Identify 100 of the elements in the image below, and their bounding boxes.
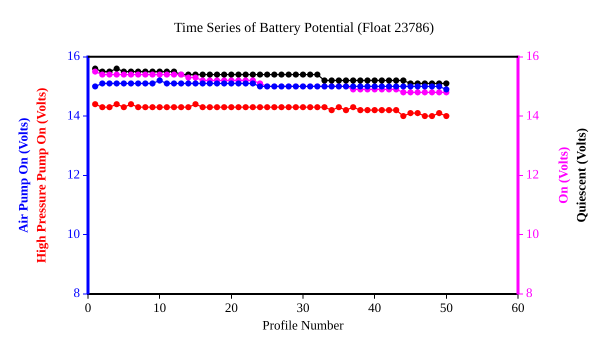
point (170, 71, 178, 78)
y-tick-label: 12 (67, 166, 80, 182)
point (206, 104, 213, 110)
point (422, 89, 428, 96)
text: On (Volts) (555, 146, 570, 204)
chart-title: Time Series of Battery Potential (Float 23786) (174, 21, 434, 36)
point (350, 104, 356, 110)
point (106, 104, 113, 110)
point (393, 77, 400, 84)
point (286, 71, 292, 78)
point (221, 80, 228, 87)
point (378, 107, 385, 114)
point (149, 104, 156, 110)
point (242, 71, 249, 78)
point (386, 77, 392, 84)
point (386, 107, 392, 114)
point (357, 83, 364, 90)
point (400, 77, 406, 84)
point (336, 77, 342, 84)
point (328, 77, 335, 84)
point (443, 86, 450, 92)
point (443, 112, 450, 120)
point (307, 104, 314, 110)
point (142, 104, 148, 110)
point (135, 80, 142, 87)
point (192, 80, 199, 87)
point (92, 83, 98, 90)
point (256, 104, 264, 110)
point (106, 80, 113, 87)
point (300, 71, 306, 78)
point (271, 104, 278, 110)
y-tick-label: 16 (67, 48, 80, 64)
point (200, 80, 206, 87)
point (250, 104, 256, 110)
point (120, 71, 127, 78)
point (114, 66, 120, 72)
point (407, 89, 414, 96)
y-tick-label: 8 (74, 285, 80, 300)
point (292, 71, 299, 78)
point (128, 101, 134, 108)
point (342, 107, 350, 114)
point (235, 80, 242, 87)
x-tick-label: 0 (84, 300, 92, 316)
point (357, 107, 364, 114)
point (357, 77, 364, 84)
text: Air Pump On (Volts) (15, 118, 30, 233)
point (114, 101, 120, 108)
point (128, 71, 134, 78)
point (400, 112, 406, 120)
point (142, 80, 148, 87)
point (300, 104, 306, 110)
point (393, 107, 400, 114)
point (428, 89, 436, 96)
point (264, 71, 270, 78)
point (228, 104, 234, 110)
point (256, 71, 264, 78)
point (200, 71, 206, 78)
point (372, 107, 378, 114)
point (156, 71, 163, 78)
y-tick-label: 10 (67, 226, 80, 241)
point (407, 110, 414, 116)
point (170, 80, 178, 87)
point (214, 80, 220, 87)
point (206, 71, 213, 78)
point (336, 104, 342, 110)
point (407, 83, 414, 90)
point (92, 101, 98, 108)
point (436, 83, 442, 90)
point (250, 71, 256, 78)
point (414, 110, 421, 116)
x-tick-label: 40 (368, 300, 382, 316)
point (386, 83, 392, 90)
point (264, 104, 270, 110)
point (149, 80, 156, 87)
y2-tick-label: 12 (526, 166, 539, 182)
point (206, 80, 213, 87)
point (393, 83, 400, 90)
point (228, 80, 234, 87)
point (443, 80, 450, 87)
point (278, 104, 285, 110)
point (364, 83, 371, 90)
point (436, 110, 442, 116)
x-axis-title: Profile Number (262, 318, 344, 333)
point (278, 71, 285, 78)
point (314, 104, 320, 110)
x-tick-label: 10 (153, 300, 166, 316)
y2-tick-label: 8 (526, 285, 532, 300)
x-tick-label: 20 (224, 300, 238, 316)
point (422, 83, 428, 90)
point (235, 71, 242, 78)
y2-tick-label: 10 (526, 226, 539, 241)
point (221, 104, 228, 110)
point (372, 83, 378, 90)
point (156, 104, 163, 110)
point (414, 89, 421, 96)
point (400, 83, 406, 90)
point (114, 71, 120, 78)
text: High Pressure Pump On (Volts) (33, 88, 48, 263)
point (99, 80, 106, 87)
x-tick-label: 60 (512, 300, 524, 316)
